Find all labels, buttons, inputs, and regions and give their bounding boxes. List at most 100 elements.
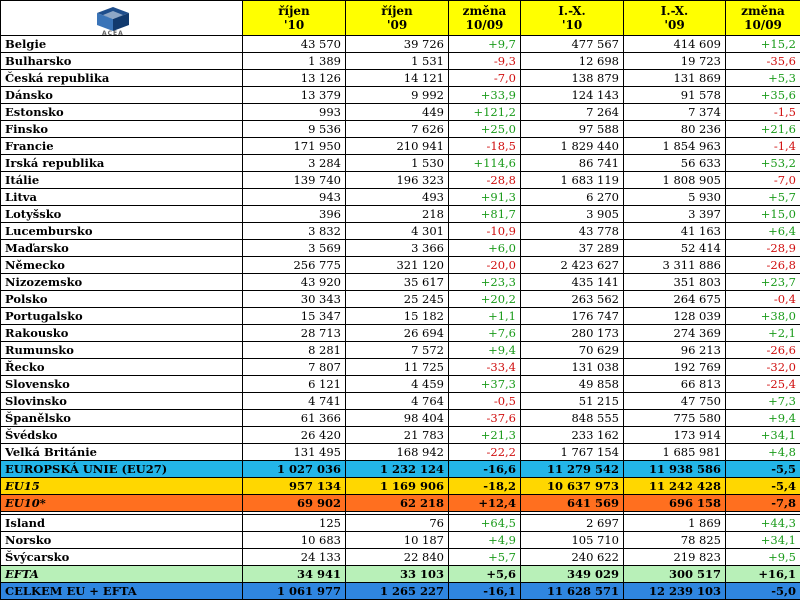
oct09-cell: 3 366 bbox=[345, 239, 449, 257]
header-ytd10: I.-X. '10 bbox=[520, 0, 624, 36]
ytd09-cell: 19 723 bbox=[623, 52, 726, 70]
oct10-cell: 30 343 bbox=[242, 290, 346, 308]
oct10-cell: 10 683 bbox=[242, 531, 346, 549]
ytd09-cell: 47 750 bbox=[623, 392, 726, 410]
ytd-change-cell: +6,4 bbox=[725, 222, 800, 240]
ytd-change-cell: -1,5 bbox=[725, 103, 800, 121]
country-name: Česká republika bbox=[0, 69, 243, 87]
table-row: Švédsko 26 420 21 783 +21,3 233 162 173 914 +3… bbox=[0, 426, 800, 444]
oct09-cell: 4 301 bbox=[345, 222, 449, 240]
change-cell: +81,7 bbox=[448, 205, 521, 223]
ytd10-cell: 97 588 bbox=[520, 120, 624, 138]
country-name: EU15 bbox=[0, 477, 243, 495]
ytd-change-cell: +44,3 bbox=[725, 514, 800, 532]
table-row: Itálie 139 740 196 323 -28,8 1 683 119 1 808 … bbox=[0, 171, 800, 189]
oct09-cell: 321 120 bbox=[345, 256, 449, 274]
oct09-cell: 493 bbox=[345, 188, 449, 206]
oct09-cell: 25 245 bbox=[345, 290, 449, 308]
ytd-change-cell: -35,6 bbox=[725, 52, 800, 70]
ytd09-cell: 131 869 bbox=[623, 69, 726, 87]
country-name: Slovinsko bbox=[0, 392, 243, 410]
oct09-cell: 62 218 bbox=[345, 494, 449, 512]
ytd-change-cell: +9,4 bbox=[725, 409, 800, 427]
oct09-cell: 26 694 bbox=[345, 324, 449, 342]
country-name: Francie bbox=[0, 137, 243, 155]
ytd09-cell: 128 039 bbox=[623, 307, 726, 325]
country-name: Rumunsko bbox=[0, 341, 243, 359]
ytd09-cell: 7 374 bbox=[623, 103, 726, 121]
country-name: Velká Británie bbox=[0, 443, 243, 461]
oct09-cell: 10 187 bbox=[345, 531, 449, 549]
country-name: Slovensko bbox=[0, 375, 243, 393]
ytd10-cell: 10 637 973 bbox=[520, 477, 624, 495]
ytd09-cell: 41 163 bbox=[623, 222, 726, 240]
country-name: Rakousko bbox=[0, 324, 243, 342]
header-ytd-change: změna 10/09 bbox=[725, 0, 800, 36]
ytd10-cell: 131 038 bbox=[520, 358, 624, 376]
ytd09-cell: 78 825 bbox=[623, 531, 726, 549]
oct10-cell: 13 379 bbox=[242, 86, 346, 104]
ytd10-cell: 6 270 bbox=[520, 188, 624, 206]
ytd10-cell: 51 215 bbox=[520, 392, 624, 410]
oct09-cell: 7 572 bbox=[345, 341, 449, 359]
ytd-change-cell: -32,0 bbox=[725, 358, 800, 376]
change-cell: -10,9 bbox=[448, 222, 521, 240]
acea-logo-icon bbox=[97, 7, 129, 31]
oct10-cell: 4 741 bbox=[242, 392, 346, 410]
change-cell: -37,6 bbox=[448, 409, 521, 427]
ytd-change-cell: -26,8 bbox=[725, 256, 800, 274]
oct10-cell: 7 807 bbox=[242, 358, 346, 376]
ytd10-cell: 848 555 bbox=[520, 409, 624, 427]
change-cell: +114,6 bbox=[448, 154, 521, 172]
ytd09-cell: 5 930 bbox=[623, 188, 726, 206]
ytd09-cell: 66 813 bbox=[623, 375, 726, 393]
oct09-cell: 98 404 bbox=[345, 409, 449, 427]
oct09-cell: 7 626 bbox=[345, 120, 449, 138]
country-name: Švédsko bbox=[0, 426, 243, 444]
change-cell: +37,3 bbox=[448, 375, 521, 393]
oct10-cell: 1 027 036 bbox=[242, 460, 346, 478]
table-row: Nizozemsko 43 920 35 617 +23,3 435 141 351 80… bbox=[0, 273, 800, 291]
oct10-cell: 1 061 977 bbox=[242, 582, 346, 600]
oct10-cell: 3 569 bbox=[242, 239, 346, 257]
ytd-change-cell: +35,6 bbox=[725, 86, 800, 104]
oct10-cell: 24 133 bbox=[242, 548, 346, 566]
country-name: Lucembursko bbox=[0, 222, 243, 240]
oct10-cell: 139 740 bbox=[242, 171, 346, 189]
change-cell: +5,7 bbox=[448, 548, 521, 566]
oct10-cell: 957 134 bbox=[242, 477, 346, 495]
ytd09-cell: 775 580 bbox=[623, 409, 726, 427]
ytd09-cell: 3 397 bbox=[623, 205, 726, 223]
change-cell: +33,9 bbox=[448, 86, 521, 104]
ytd10-cell: 1 767 154 bbox=[520, 443, 624, 461]
table-row: Rumunsko 8 281 7 572 +9,4 70 629 96 213 -26,6 bbox=[0, 341, 800, 359]
ytd09-cell: 56 633 bbox=[623, 154, 726, 172]
table-row: Velká Británie 131 495 168 942 -22,2 1 767 1… bbox=[0, 443, 800, 461]
ytd10-cell: 11 628 571 bbox=[520, 582, 624, 600]
ytd10-cell: 49 858 bbox=[520, 375, 624, 393]
oct10-cell: 26 420 bbox=[242, 426, 346, 444]
country-name: Řecko bbox=[0, 358, 243, 376]
ytd-change-cell: -25,4 bbox=[725, 375, 800, 393]
oct10-cell: 171 950 bbox=[242, 137, 346, 155]
table-row: Rakousko 28 713 26 694 +7,6 280 173 274 369 +2… bbox=[0, 324, 800, 342]
table-row: Francie 171 950 210 941 -18,5 1 829 440 1 854… bbox=[0, 137, 800, 155]
table-row: Dánsko 13 379 9 992 +33,9 124 143 91 578 +35,6 bbox=[0, 86, 800, 104]
oct09-cell: 21 783 bbox=[345, 426, 449, 444]
ytd09-cell: 173 914 bbox=[623, 426, 726, 444]
ytd10-cell: 11 279 542 bbox=[520, 460, 624, 478]
country-name: EFTA bbox=[0, 565, 243, 583]
ytd-change-cell: +53,2 bbox=[725, 154, 800, 172]
table-row: Španělsko 61 366 98 404 -37,6 848 555 775 580… bbox=[0, 409, 800, 427]
table-row: Řecko 7 807 11 725 -33,4 131 038 192 769 -32,0 bbox=[0, 358, 800, 376]
ytd-change-cell: +2,1 bbox=[725, 324, 800, 342]
ytd09-cell: 12 239 103 bbox=[623, 582, 726, 600]
ytd-change-cell: +16,1 bbox=[725, 565, 800, 583]
oct09-cell: 9 992 bbox=[345, 86, 449, 104]
oct09-cell: 14 121 bbox=[345, 69, 449, 87]
ytd10-cell: 349 029 bbox=[520, 565, 624, 583]
ytd09-cell: 274 369 bbox=[623, 324, 726, 342]
ytd09-cell: 11 242 428 bbox=[623, 477, 726, 495]
ytd10-cell: 233 162 bbox=[520, 426, 624, 444]
change-cell: +7,6 bbox=[448, 324, 521, 342]
